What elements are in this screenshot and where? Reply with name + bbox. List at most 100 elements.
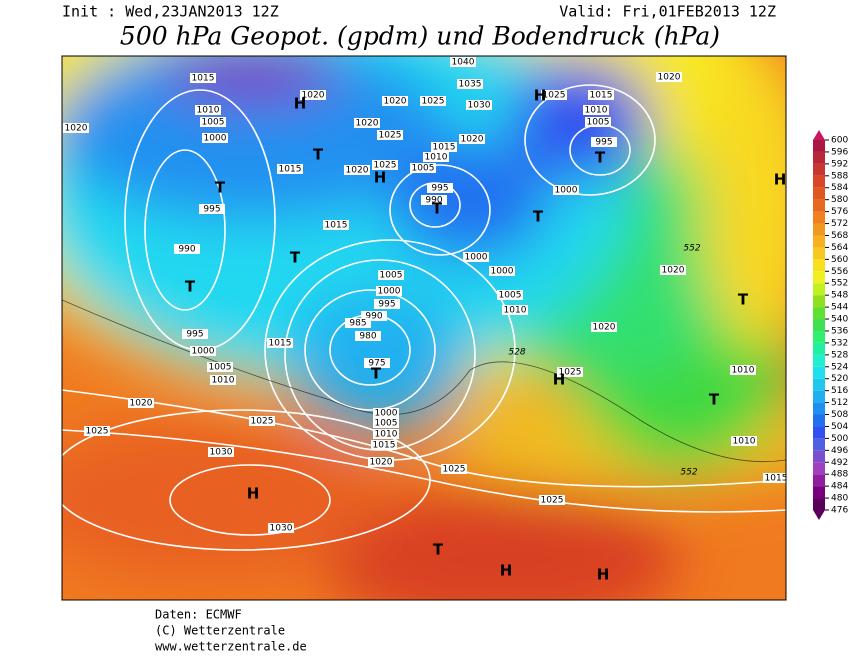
map-title: 500 hPa Geopot. (gpdm) und Bodendruck (h…: [120, 22, 720, 51]
isobar-label: 1015: [433, 143, 456, 153]
isobar-label-box: [421, 195, 447, 205]
colorbar-cap: [813, 130, 825, 140]
colorbar-tick-label: 588: [831, 171, 848, 181]
isobar-label: 1020: [130, 399, 153, 409]
colorbar-tick-label: 508: [831, 410, 848, 420]
colorbar-tick-label: 516: [831, 386, 848, 396]
isobar-label: 1025: [374, 161, 397, 171]
isobar-label-box: [267, 338, 293, 348]
colorbar-tick-label: 504: [831, 422, 848, 432]
isobar-label-box: [541, 90, 567, 100]
pressure-center: T: [290, 249, 301, 267]
colorbar-cap: [813, 510, 825, 520]
data-source: Daten: ECMWF: [155, 608, 242, 622]
isobar-label-box: [268, 523, 294, 533]
isobar-label: 1015: [279, 165, 302, 175]
isobar-label-box: [355, 331, 381, 341]
pressure-center: T: [595, 149, 606, 167]
isobar-label: 1040: [452, 58, 475, 68]
colorbar-tick-label: 496: [831, 446, 848, 456]
isobar-label: 1020: [346, 166, 369, 176]
isobar-label-box: [459, 134, 485, 144]
pressure-center: T: [215, 179, 226, 197]
isobar-label: 1005: [375, 419, 398, 429]
isobar-label-box: [200, 117, 226, 127]
colorbar-tick-label: 592: [831, 159, 848, 169]
colorbar-tick-label: 488: [831, 470, 848, 480]
pressure-center: T: [738, 291, 749, 309]
isobar-label-box: [427, 183, 453, 193]
isobar-label: 1020: [302, 91, 325, 101]
pressure-center: T: [185, 278, 196, 296]
colorbar-band: [813, 366, 825, 379]
isobar-label: 1020: [593, 323, 616, 333]
isobar-label: 975: [368, 359, 385, 369]
isobar-label-box: [354, 118, 380, 128]
colorbar-band: [813, 486, 825, 499]
colorbar-band: [813, 354, 825, 367]
colorbar-tick-label: 540: [831, 315, 848, 325]
pressure-center: H: [247, 485, 260, 503]
colorbar-band: [813, 187, 825, 200]
pressure-center: H: [374, 169, 387, 187]
colorbar-tick-label: 552: [831, 279, 848, 289]
isobar-label-box: [277, 164, 303, 174]
isobar-label: 985: [349, 319, 366, 329]
isobar-label: 1015: [765, 474, 788, 484]
isobar-label: 1010: [732, 366, 755, 376]
isobar-label-box: [344, 165, 370, 175]
isobar-label-box: [585, 117, 611, 127]
colorbar-tick-label: 476: [831, 506, 848, 516]
isobar-label: 1010: [375, 430, 398, 440]
isobar-label: 1000: [192, 347, 215, 357]
isobar-label: 1030: [270, 524, 293, 534]
colorbar-band: [813, 474, 825, 487]
colorbar-band: [813, 414, 825, 427]
isobar-label: 1005: [209, 363, 232, 373]
isobar-label-box: [441, 464, 467, 474]
pressure-center: T: [371, 365, 382, 383]
isobar-label: 1025: [443, 465, 466, 475]
colorbar-tick-label: 580: [831, 195, 848, 205]
isobar-label-box: [583, 105, 609, 115]
isobar-label: 1025: [251, 417, 274, 427]
isobar-label: 1010: [425, 153, 448, 163]
isobar-label-box: [557, 367, 583, 377]
colorbar-tick-label: 536: [831, 326, 848, 336]
isobar-label-box: [202, 133, 228, 143]
colorbar-band: [813, 140, 825, 152]
colorbar-band: [813, 247, 825, 260]
isobar-label-box: [420, 96, 446, 106]
colorbar-band: [813, 378, 825, 391]
colorbar-tick-label: 544: [831, 303, 848, 313]
colorbar-tick-label: 584: [831, 183, 848, 193]
isobar-label-box: [497, 290, 523, 300]
colorbar-band: [813, 151, 825, 164]
colorbar-tick-label: 556: [831, 267, 848, 277]
colorbar-band: [813, 295, 825, 308]
colorbar-band: [813, 175, 825, 188]
colorbar-tick-label: 500: [831, 434, 848, 444]
colorbar-band: [813, 163, 825, 176]
isobar-label: 1005: [587, 118, 610, 128]
isobar-label-box: [190, 346, 216, 356]
isobar-label: 1000: [375, 409, 398, 419]
pressure-center: T: [432, 200, 443, 218]
isobar-label-box: [249, 416, 275, 426]
isobar-label: 1005: [412, 164, 435, 174]
colorbar-band: [813, 498, 825, 510]
isobar-label: 1025: [541, 496, 564, 506]
isobar-label-box: [373, 408, 399, 418]
valid-time: Valid: Fri,01FEB2013 12Z: [559, 3, 776, 21]
colorbar-tick-label: 528: [831, 350, 848, 360]
isobar-label-box: [591, 322, 617, 332]
pressure-center: T: [313, 146, 324, 164]
isobar-label-box: [373, 418, 399, 428]
isobar-label-box: [660, 265, 686, 275]
colorbar-band: [813, 450, 825, 463]
colorbar-tick-label: 524: [831, 362, 848, 372]
isobar-label: 1020: [356, 119, 379, 129]
pressure-center: T: [709, 391, 720, 409]
isobar-label: 1010: [585, 106, 608, 116]
isobar-label: 1015: [192, 74, 215, 84]
